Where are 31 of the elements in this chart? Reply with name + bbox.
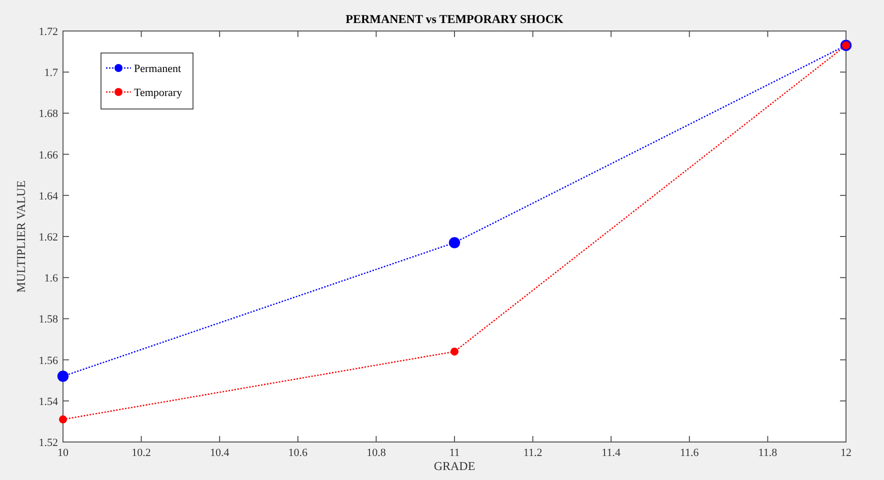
y-tick-label: 1.7: [44, 67, 58, 80]
x-tick-label: 10.8: [366, 447, 386, 459]
y-tick-label: 1.6: [44, 272, 58, 285]
point: [450, 348, 458, 356]
chart-title: PERMANENT vs TEMPORARY SHOCK: [346, 12, 564, 26]
point: [57, 370, 69, 382]
y-tick-label: 1.64: [38, 190, 58, 202]
x-tick-label: 10.4: [210, 447, 230, 459]
y-axis-title: MULTIPLIER VALUE: [14, 180, 28, 293]
y-tick-label: 1.54: [38, 396, 58, 408]
x-tick-label: 11: [449, 447, 460, 459]
x-tick-label: 11.8: [758, 447, 778, 459]
x-tick-label: 10.2: [132, 447, 151, 459]
y-tick-label: 1.58: [38, 314, 58, 326]
x-axis-title: GRADE: [434, 459, 476, 473]
y-tick-label: 1.52: [38, 437, 58, 449]
y-tick-label: 1.62: [38, 232, 58, 244]
legend-label: Temporary: [134, 87, 183, 99]
y-tick-label: 1.66: [38, 149, 58, 162]
legend-label: Permanent: [134, 63, 182, 75]
point: [59, 415, 67, 424]
y-tick-label: 1.56: [38, 354, 58, 367]
x-tick-label: 12: [840, 447, 852, 459]
y-tick-label: 1.68: [38, 108, 58, 120]
x-tick-label: 10: [58, 447, 69, 459]
x-tick-label: 11.4: [602, 447, 622, 459]
x-tick-label: 10.6: [288, 447, 308, 459]
point: [448, 237, 460, 248]
x-tick-label: 11.6: [680, 447, 700, 459]
x-tick-label: 11.2: [523, 447, 542, 459]
y-tick-label: 1.72: [38, 26, 58, 38]
